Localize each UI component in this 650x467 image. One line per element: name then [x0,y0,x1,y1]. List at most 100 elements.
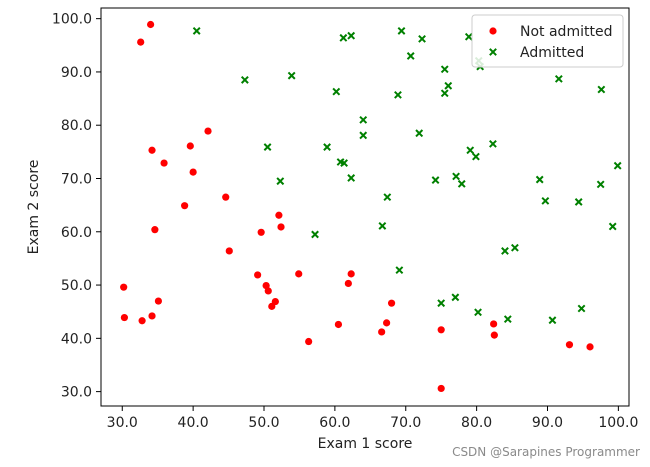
admitted-point [451,293,460,302]
x-axis-label: Exam 1 score [318,436,413,452]
admitted-point [394,90,402,99]
admitted-point [359,131,368,140]
admitted-point [378,222,387,230]
admitted-point [608,222,617,231]
not-admitted-point [160,159,168,167]
y-tick-label: 30.0 [61,385,92,401]
not-admitted-point [148,146,156,154]
admitted-point [541,196,550,205]
legend-marker [489,27,497,35]
y-tick-label: 40.0 [61,331,92,347]
admitted-point [263,143,272,151]
admitted-point [501,247,509,255]
not-admitted-point [186,142,194,150]
y-tick-label: 100.0 [52,12,92,28]
not-admitted-point [347,270,355,278]
legend-label: Not admitted [520,24,612,40]
not-admitted-point [181,202,189,210]
data-points [120,20,622,393]
x-tick-label: 100.0 [598,415,638,431]
y-tick-label: 60.0 [61,225,92,241]
admitted-point [383,193,392,202]
admitted-point [613,161,622,170]
admitted-point [597,85,606,94]
admitted-point [452,172,460,181]
not-admitted-point [490,331,498,339]
admitted-point [574,198,583,206]
admitted-point [395,266,404,275]
not-admitted-point [305,337,313,346]
y-tick-label: 80.0 [61,118,92,134]
not-admitted-point [154,297,163,305]
admitted-point [323,143,331,151]
not-admitted-point [437,384,445,393]
not-admitted-point [383,319,391,327]
admitted-point [406,52,415,60]
x-tick-label: 30.0 [107,415,138,431]
not-admitted-point [257,228,265,236]
x-tick-label: 70.0 [390,415,421,431]
x-tick-label: 40.0 [178,415,209,431]
y-tick-label: 90.0 [61,65,92,81]
admitted-point [276,177,285,186]
legend-label: Admitted [520,45,584,61]
admitted-point [340,159,349,167]
x-tick-label: 80.0 [461,415,492,431]
not-admitted-point [271,297,279,306]
not-admitted-point [189,168,197,176]
series-admitted [192,27,622,325]
admitted-point [311,230,319,239]
admitted-point [415,129,424,138]
admitted-point [457,179,466,188]
not-admitted-point [147,20,155,29]
not-admitted-point [490,320,498,328]
not-admitted-point [387,299,396,307]
legend-marker [489,48,497,56]
admitted-point [192,27,201,35]
watermark: CSDN @Sarapines Programmer [452,445,640,459]
admitted-point [510,243,519,252]
legend-box [471,14,624,68]
admitted-point [466,146,475,155]
admitted-point [332,87,341,96]
not-admitted-point [344,279,352,288]
admitted-point [489,139,497,148]
plot-frame [100,7,630,407]
admitted-point [548,316,557,325]
not-admitted-point [264,287,272,295]
admitted-point [596,180,605,189]
admitted-point [474,308,482,317]
not-admitted-point [586,343,594,351]
admitted-point [347,31,356,40]
y-axis-label: Exam 2 score [26,160,42,255]
axes: 30.0 40.0 50.0 60.0 70.0 80.0 90.0 100.0 30.0 40.… [52,12,639,431]
admitted-point [577,304,586,313]
y-tick-label: 50.0 [61,278,92,294]
admitted-point [240,76,249,84]
admitted-point [418,34,426,43]
not-admitted-point [275,211,283,219]
not-admitted-point [254,271,262,279]
admitted-point [437,299,446,308]
y-tick-label: 70.0 [61,171,92,187]
admitted-point [472,152,480,161]
x-tick-label: 90.0 [532,415,563,431]
admitted-point [431,176,440,185]
admitted-point [339,33,348,42]
not-admitted-point [277,223,285,231]
series-not-admitted [120,20,594,393]
admitted-point [287,71,296,80]
admitted-point [397,27,406,35]
not-admitted-point [120,283,128,291]
not-admitted-point [334,320,343,329]
not-admitted-point [151,226,159,234]
admitted-point [554,74,563,83]
not-admitted-point [137,38,145,46]
admitted-point [359,115,368,124]
admitted-point [440,89,449,98]
not-admitted-point [120,313,128,322]
not-admitted-point [148,312,156,320]
not-admitted-point [378,328,386,336]
admitted-point [444,81,453,90]
